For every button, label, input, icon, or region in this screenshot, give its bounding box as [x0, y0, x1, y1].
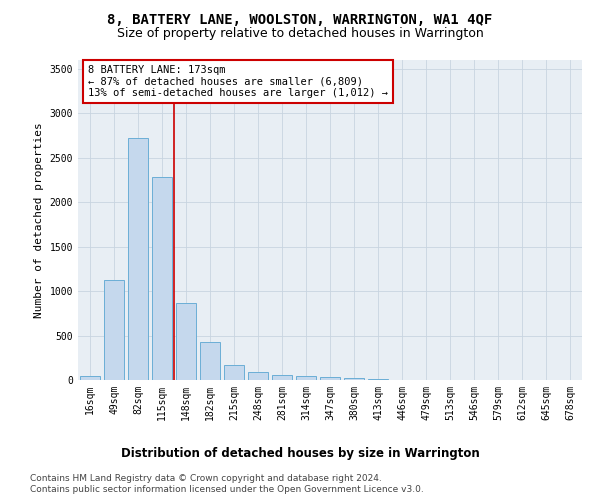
- Bar: [104, 280, 124, 380]
- Text: 8, BATTERY LANE, WOOLSTON, WARRINGTON, WA1 4QF: 8, BATTERY LANE, WOOLSTON, WARRINGTON, W…: [107, 12, 493, 26]
- Bar: [176, 302, 196, 380]
- Text: Contains HM Land Registry data © Crown copyright and database right 2024.: Contains HM Land Registry data © Crown c…: [30, 474, 382, 483]
- Text: Contains public sector information licensed under the Open Government Licence v3: Contains public sector information licen…: [30, 485, 424, 494]
- Bar: [320, 378, 340, 380]
- Bar: [80, 376, 100, 380]
- Text: Size of property relative to detached houses in Warrington: Size of property relative to detached ho…: [116, 28, 484, 40]
- Bar: [224, 365, 244, 380]
- Bar: [272, 375, 292, 380]
- Bar: [200, 342, 220, 380]
- Bar: [128, 138, 148, 380]
- Bar: [344, 378, 364, 380]
- Bar: [152, 178, 172, 380]
- Bar: [368, 378, 388, 380]
- Text: 8 BATTERY LANE: 173sqm
← 87% of detached houses are smaller (6,809)
13% of semi-: 8 BATTERY LANE: 173sqm ← 87% of detached…: [88, 65, 388, 98]
- Bar: [296, 376, 316, 380]
- Y-axis label: Number of detached properties: Number of detached properties: [34, 122, 44, 318]
- Text: Distribution of detached houses by size in Warrington: Distribution of detached houses by size …: [121, 448, 479, 460]
- Bar: [248, 372, 268, 380]
